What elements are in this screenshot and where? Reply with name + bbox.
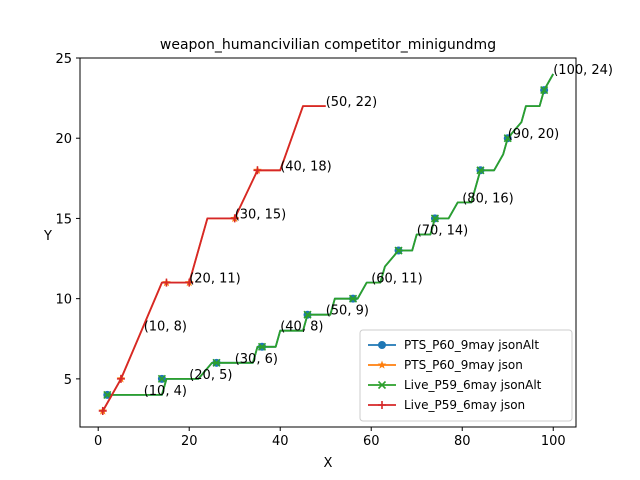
- x-axis-title: X: [324, 456, 333, 471]
- data-point: [230, 214, 239, 223]
- point-annotation: (20, 5): [189, 368, 232, 383]
- data-point: [157, 374, 166, 383]
- legend-item: Live_P59_6may json: [368, 398, 525, 412]
- legend-label: PTS_P60_9may jsonAlt: [404, 338, 539, 352]
- series-line: [102, 105, 326, 412]
- data-point: [257, 342, 267, 351]
- chart-title: weapon_humancivilian competitor_minigund…: [160, 37, 496, 53]
- series-3: [98, 105, 326, 415]
- x-tick-label: 100: [541, 434, 566, 449]
- y-tick-label: 5: [64, 373, 72, 388]
- annotation-layer: (10, 4)(20, 5)(30, 6) (40, 8)(50, 9) (60, …: [144, 63, 613, 399]
- data-point: [378, 341, 386, 349]
- point-annotation: (80, 16): [462, 191, 514, 206]
- data-point: [212, 358, 221, 367]
- data-point: [377, 360, 387, 369]
- data-point: [540, 86, 549, 95]
- point-annotation: (70, 14): [417, 223, 469, 238]
- x-tick-label: 80: [454, 434, 471, 449]
- data-point: [185, 278, 194, 287]
- point-annotation: (30, 6): [235, 352, 278, 367]
- data-point: [476, 166, 485, 175]
- legend-item: PTS_P60_9may jsonAlt: [368, 338, 539, 352]
- plot-frame: [79, 57, 577, 428]
- series-layer: [98, 73, 554, 415]
- y-tick-label: 20: [55, 132, 72, 147]
- point-annotation: (40, 8): [280, 320, 323, 335]
- data-point: [116, 374, 125, 383]
- point-annotation: (50, 9): [326, 304, 369, 319]
- data-point: [430, 214, 440, 223]
- series-line: [107, 73, 554, 396]
- point-annotation: (90, 20): [508, 127, 560, 142]
- data-point: [303, 310, 312, 319]
- y-tick-label: 15: [55, 212, 72, 227]
- x-tick-label: 20: [181, 434, 198, 449]
- x-tick-label: 40: [272, 434, 289, 449]
- legend-item: PTS_P60_9may json: [368, 358, 523, 372]
- data-point: [377, 380, 387, 390]
- point-annotation: (10, 8): [144, 320, 187, 335]
- x-tick-label: 60: [363, 434, 380, 449]
- legend-item: Live_P59_6may jsonAlt: [368, 378, 542, 392]
- y-tick-label: 25: [55, 52, 72, 67]
- x-tick-label: 0: [94, 434, 102, 449]
- point-annotation: (40, 18): [280, 159, 332, 174]
- y-axis: 5 10 15 20 25: [55, 52, 80, 388]
- point-annotation: (10, 4): [144, 384, 187, 399]
- point-annotation: (100, 24): [553, 63, 613, 78]
- legend-box: [359, 329, 573, 422]
- data-point: [253, 166, 262, 175]
- data-point: [378, 401, 386, 409]
- data-point: [348, 294, 358, 303]
- legend: PTS_P60_9may jsonAlt PTS_P60_9may json Liv…: [359, 329, 573, 422]
- legend-label: Live_P59_6may jsonAlt: [404, 378, 542, 392]
- y-tick-label: 10: [55, 293, 72, 308]
- point-annotation: (20, 11): [189, 272, 241, 287]
- data-point: [503, 134, 512, 143]
- series-2: [103, 73, 554, 399]
- x-axis: 0 20 40 60 80 100: [94, 427, 566, 449]
- legend-label: PTS_P60_9may json: [404, 358, 523, 372]
- point-annotation: (30, 15): [235, 207, 286, 222]
- data-point: [98, 406, 107, 415]
- data-point: [162, 278, 171, 287]
- point-annotation: (50, 22): [326, 95, 378, 110]
- data-point: [394, 246, 403, 255]
- legend-label: Live_P59_6may json: [404, 398, 525, 412]
- y-axis-title: Y: [43, 229, 52, 244]
- point-annotation: (60, 11): [371, 272, 423, 287]
